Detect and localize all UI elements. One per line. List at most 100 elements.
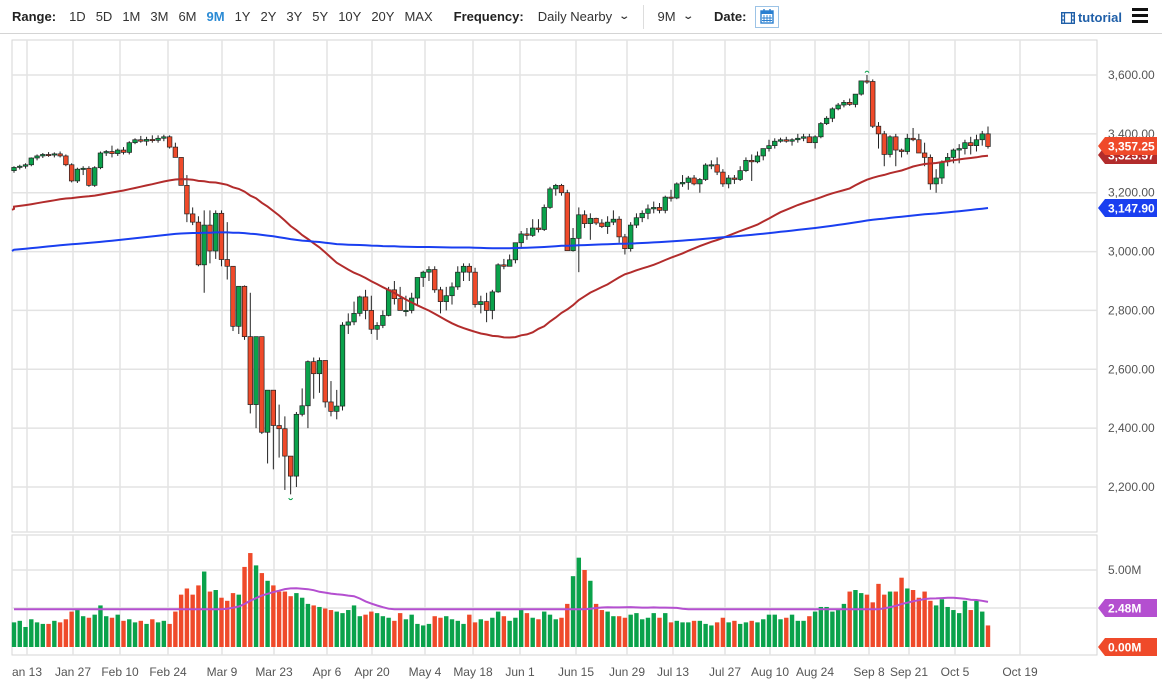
- price-chart[interactable]: 3,600.003,400.003,200.003,000.002,800.00…: [0, 35, 1162, 689]
- period-dropdown[interactable]: 9M ⌄: [652, 9, 698, 24]
- volume-bar: [495, 611, 501, 647]
- date-axis-label: May 18: [453, 665, 493, 679]
- candle: [760, 148, 766, 161]
- candle: [898, 148, 905, 158]
- range-6m[interactable]: 6M: [178, 9, 197, 24]
- candle: [345, 313, 351, 334]
- chevron-down-icon: ⌄: [618, 11, 631, 22]
- range-1m[interactable]: 1M: [122, 9, 141, 24]
- candle: [293, 411, 300, 487]
- volume-bar: [444, 616, 449, 647]
- volume-bar: [576, 557, 582, 647]
- volume-bar: [328, 610, 334, 647]
- volume-bar: [645, 617, 651, 647]
- volume-bar: [709, 625, 714, 647]
- range-5y[interactable]: 5Y: [312, 9, 329, 24]
- volume-bar: [657, 617, 662, 647]
- volume-bar: [859, 593, 864, 647]
- volume-bar: [841, 603, 847, 647]
- range-label: Range:: [12, 9, 57, 24]
- range-1d[interactable]: 1D: [69, 9, 86, 24]
- calendar-button[interactable]: [754, 5, 779, 28]
- candle: [875, 122, 882, 149]
- volume-bar: [674, 620, 679, 647]
- date-axis-label: Aug 24: [796, 665, 834, 679]
- volume-bar: [288, 596, 293, 647]
- volume-bar: [910, 590, 916, 647]
- volume-bar: [449, 619, 455, 647]
- volume-bar: [812, 611, 818, 647]
- volume-bar: [40, 623, 46, 647]
- candle: [478, 295, 484, 314]
- volume-bar: [570, 576, 576, 647]
- volume-bar: [80, 616, 86, 647]
- volume-bar: [259, 573, 265, 647]
- svg-text:3,357.25: 3,357.25: [1108, 140, 1155, 154]
- volume-bar: [357, 616, 362, 647]
- range-buttons: 1D 5D 1M 3M 6M 9M 1Y 2Y 3Y 5Y 10Y 20Y MAX: [64, 9, 438, 24]
- volume-bar: [939, 599, 945, 647]
- volume-bar: [945, 606, 950, 647]
- volume-bar: [766, 614, 772, 647]
- volume-bar: [392, 620, 397, 647]
- candle: [691, 175, 697, 186]
- range-10y[interactable]: 10Y: [338, 9, 362, 24]
- volume-bar: [795, 620, 801, 647]
- range-3m[interactable]: 3M: [150, 9, 169, 24]
- candle: [34, 154, 40, 161]
- range-5d[interactable]: 5D: [95, 9, 113, 24]
- candle: [841, 100, 847, 108]
- range-1y[interactable]: 1Y: [234, 9, 251, 24]
- volume-bar: [271, 585, 276, 647]
- candle: [201, 210, 207, 293]
- candle: [264, 389, 271, 464]
- last-price-tag: 3,357.25: [1098, 137, 1157, 155]
- volume-bar: [363, 614, 368, 647]
- candle: [190, 207, 196, 226]
- volume-bar: [334, 611, 339, 647]
- volume-bar: [876, 583, 881, 647]
- candle: [138, 135, 144, 143]
- range-20y[interactable]: 20Y: [371, 9, 395, 24]
- volume-bar: [835, 610, 841, 647]
- candle: [270, 389, 276, 470]
- volume-bar: [230, 593, 236, 647]
- volume-bar: [922, 591, 927, 647]
- candle: [685, 175, 691, 190]
- date-axis-label: Feb 24: [149, 665, 187, 679]
- volume-bar: [928, 600, 933, 647]
- candle: [818, 122, 824, 139]
- candle: [668, 189, 674, 202]
- volume-bar: [144, 623, 149, 647]
- candle: [910, 127, 916, 142]
- ma-short-line: [11, 154, 989, 339]
- tutorial-label: tutorial: [1077, 10, 1122, 25]
- volume-bar: [818, 606, 824, 647]
- range-max[interactable]: MAX: [404, 9, 433, 24]
- candle: [334, 389, 340, 420]
- volume-bar: [190, 594, 195, 647]
- range-9m[interactable]: 9M: [206, 9, 225, 24]
- candle: [806, 133, 812, 144]
- volume-bar: [225, 600, 230, 647]
- date-axis-label: Apr 6: [313, 665, 342, 679]
- candle: [656, 203, 663, 214]
- candle: [662, 195, 668, 214]
- frequency-dropdown[interactable]: Daily Nearby ⌄: [532, 9, 635, 24]
- candle: [558, 183, 565, 196]
- candle: [749, 154, 755, 181]
- volume-bar: [104, 616, 109, 647]
- tutorial-link[interactable]: tutorial: [1060, 10, 1122, 25]
- candle: [501, 258, 507, 270]
- candle: [357, 295, 363, 317]
- range-2y[interactable]: 2Y: [260, 9, 277, 24]
- volume-bar: [893, 591, 898, 647]
- price-axis-label: 3,600.00: [1108, 68, 1155, 82]
- volume-bar: [749, 620, 754, 647]
- range-3y[interactable]: 3Y: [286, 9, 303, 24]
- candle: [218, 210, 225, 267]
- hamburger-menu-icon[interactable]: [1132, 8, 1148, 26]
- candle: [599, 219, 605, 229]
- candle: [645, 204, 651, 220]
- volume-bar: [11, 622, 17, 647]
